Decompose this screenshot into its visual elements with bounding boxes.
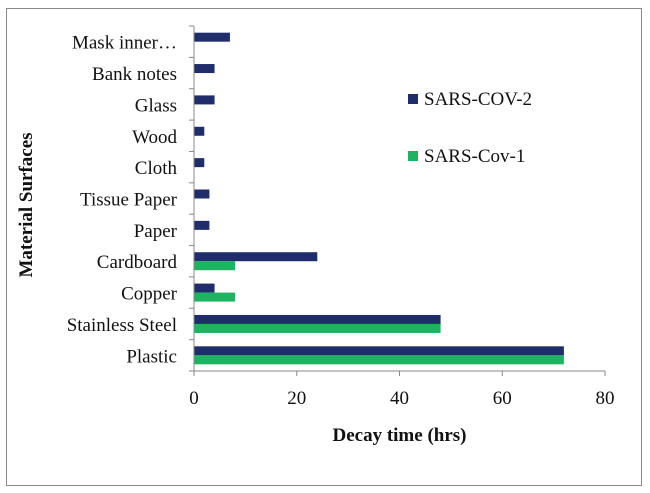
- category-label: Bank notes: [92, 64, 177, 85]
- legend-label-sars-cov-1: SARS-Cov-1: [424, 146, 525, 167]
- category-label: Wood: [132, 127, 177, 148]
- bar-sars-cov-2-6: [194, 220, 210, 230]
- legend-swatch-sars-cov-2: [408, 94, 418, 104]
- bar-sars-cov-1-7: [194, 261, 236, 271]
- category-label: Cardboard: [97, 252, 178, 273]
- bar-sars-cov-2-7: [194, 252, 318, 262]
- bar-sars-cov-2-3: [194, 126, 205, 136]
- x-tick-label: 40: [390, 388, 409, 409]
- bar-sars-cov-2-0: [194, 32, 230, 42]
- category-label: Cloth: [135, 158, 178, 179]
- x-tick-label: 0: [189, 388, 199, 409]
- bar-sars-cov-1-9: [194, 323, 441, 333]
- bar-sars-cov-2-2: [194, 95, 215, 105]
- bar-sars-cov-2-5: [194, 189, 210, 199]
- bar-sars-cov-2-9: [194, 314, 441, 324]
- x-tick-label: 80: [596, 388, 615, 409]
- category-label: Paper: [134, 221, 178, 242]
- category-label: Mask inner…: [72, 33, 177, 54]
- bar-sars-cov-2-8: [194, 283, 215, 293]
- category-label: Tissue Paper: [80, 190, 178, 211]
- legend-swatch-sars-cov-1: [408, 151, 418, 161]
- bar-sars-cov-1-8: [194, 292, 236, 302]
- category-label: Plastic: [126, 346, 177, 367]
- category-label: Glass: [135, 95, 177, 116]
- category-label: Copper: [121, 284, 178, 305]
- category-label: Stainless Steel: [67, 315, 177, 336]
- bar-sars-cov-2-10: [194, 346, 564, 356]
- chart-frame: [6, 8, 642, 486]
- bar-sars-cov-2-4: [194, 158, 205, 168]
- bar-sars-cov-1-10: [194, 355, 564, 365]
- x-tick-label: 60: [493, 388, 512, 409]
- legend-label-sars-cov-2: SARS-COV-2: [424, 89, 532, 110]
- x-axis-title: Decay time (hrs): [332, 425, 466, 446]
- bar-sars-cov-2-1: [194, 64, 215, 74]
- y-axis-title: Material Surfaces: [16, 132, 37, 277]
- x-tick-label: 20: [287, 388, 306, 409]
